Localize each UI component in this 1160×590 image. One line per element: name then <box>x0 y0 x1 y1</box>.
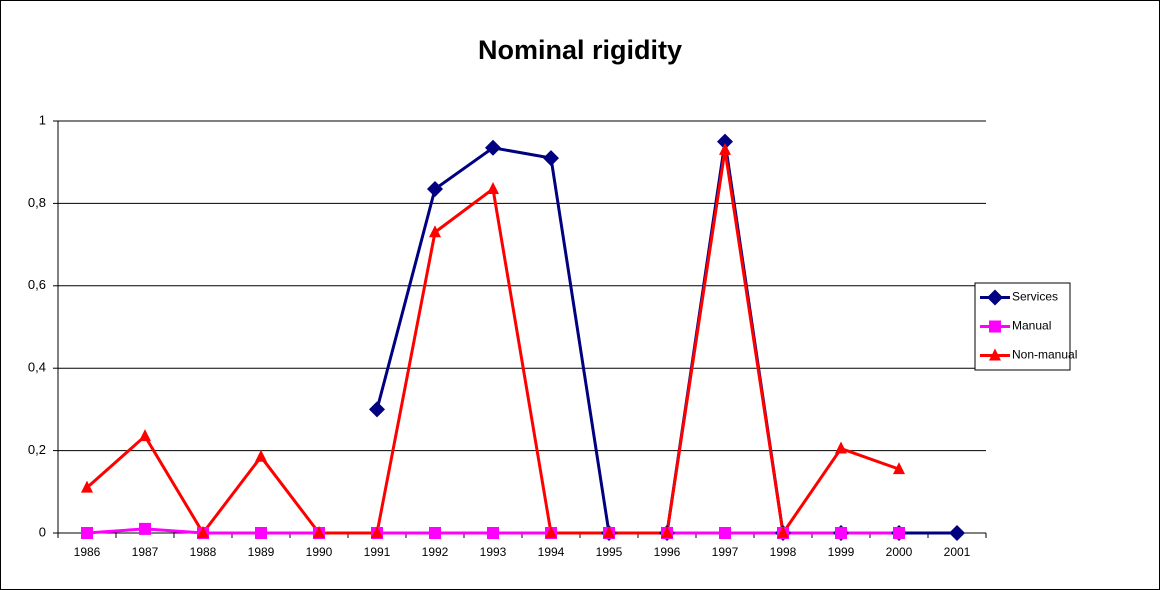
x-tick-label: 1990 <box>306 545 333 559</box>
y-tick-label: 0,6 <box>28 277 46 292</box>
y-tick-label: 0 <box>39 524 46 539</box>
data-point <box>777 526 789 538</box>
x-tick-label: 2001 <box>944 545 971 559</box>
data-point <box>661 526 673 538</box>
legend-marker <box>989 320 1001 333</box>
x-tick-label: 1999 <box>828 545 855 559</box>
y-tick-label: 1 <box>39 112 46 127</box>
y-tick-label: 0,4 <box>28 360 46 375</box>
legend-label: Manual <box>1012 319 1051 333</box>
data-point <box>487 181 499 194</box>
data-point <box>719 142 731 155</box>
data-point <box>371 526 383 538</box>
legend-label: Non-manual <box>1012 348 1077 362</box>
data-point <box>893 527 905 539</box>
x-tick-label: 1997 <box>712 545 739 559</box>
x-tick-label: 1998 <box>770 545 797 559</box>
legend-marker <box>989 348 1001 361</box>
data-point <box>949 525 965 541</box>
y-tick-label: 0,8 <box>28 195 46 210</box>
data-point <box>719 527 731 539</box>
data-point <box>313 526 325 538</box>
x-tick-label: 2000 <box>886 545 913 559</box>
data-point <box>369 401 385 418</box>
data-point <box>835 441 847 454</box>
data-point <box>255 527 267 539</box>
data-point <box>81 527 93 539</box>
data-point <box>543 150 559 167</box>
data-point <box>717 133 733 150</box>
data-point <box>255 449 267 462</box>
data-point <box>429 225 441 238</box>
x-tick-label: 1986 <box>74 545 101 559</box>
legend-marker <box>987 289 1003 306</box>
y-tick-label: 0,2 <box>28 442 46 457</box>
data-point <box>427 180 443 197</box>
data-point <box>139 429 151 442</box>
x-tick-label: 1993 <box>480 545 507 559</box>
x-tick-label: 1987 <box>132 545 159 559</box>
data-point <box>81 480 93 493</box>
x-tick-label: 1989 <box>248 545 275 559</box>
legend-label: Services <box>1012 290 1058 304</box>
x-tick-label: 1995 <box>596 545 623 559</box>
data-point <box>603 526 615 538</box>
data-point <box>835 527 847 539</box>
x-tick-label: 1988 <box>190 545 217 559</box>
data-point <box>429 527 441 539</box>
x-tick-label: 1996 <box>654 545 681 559</box>
x-tick-label: 1992 <box>422 545 449 559</box>
data-point <box>487 527 499 539</box>
x-tick-label: 1991 <box>364 545 391 559</box>
x-tick-label: 1994 <box>538 545 565 559</box>
data-point <box>893 462 905 475</box>
data-point <box>545 526 557 538</box>
data-point <box>139 522 151 535</box>
chart-title: Nominal rigidity <box>478 35 682 65</box>
data-point <box>485 139 501 156</box>
data-point <box>197 526 209 538</box>
